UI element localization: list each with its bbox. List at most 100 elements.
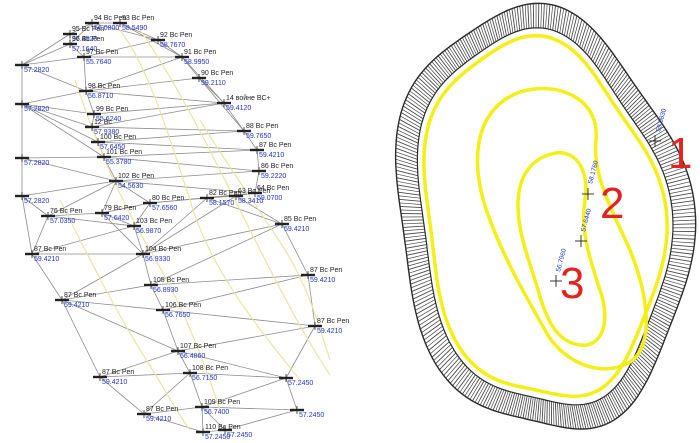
tin-edge (243, 130, 258, 151)
tin-edge (69, 43, 85, 58)
point-elevation-label: 57.2820 (24, 160, 49, 167)
tin-edge (97, 130, 245, 143)
hachure-line (522, 5, 525, 30)
callout-number: 1 (668, 129, 692, 178)
hachure-line (425, 67, 442, 86)
hachure-line (619, 381, 634, 403)
hachure-line (643, 333, 662, 348)
hachure-line (630, 102, 648, 118)
tin-edge (201, 406, 226, 431)
hachure-line (402, 222, 424, 225)
hachure-line (448, 46, 462, 67)
point-elevation-label: 57.2820 (24, 106, 49, 113)
tin-edge (83, 39, 159, 58)
hachure-line (453, 43, 466, 64)
hachure-line (485, 386, 496, 408)
survey-point: 63 Bc Pen 58.3410 (229, 188, 270, 205)
survey-point: 87 Bc Pen 59.4210 (25, 246, 66, 263)
hachure-line (417, 309, 438, 322)
hachure-line (627, 368, 644, 388)
point-elevation-label: 57.2450 (288, 380, 313, 387)
hachure-line (596, 45, 608, 67)
survey-point: 94 Bc Pen 56.0800 (85, 15, 126, 32)
point-name-label: 92 Bc Pen (160, 32, 192, 39)
tin-edge (143, 406, 203, 415)
hachure-line (638, 115, 657, 130)
hachure-line (395, 151, 418, 160)
tin-edge (21, 195, 33, 255)
hachure-line (401, 219, 424, 221)
hachure-line (590, 37, 601, 60)
hachure-line (651, 312, 672, 324)
hachure-line (579, 404, 587, 430)
point-elevation-label: 59.2220 (261, 173, 286, 180)
hachure-line (414, 82, 433, 99)
tin-edge (149, 197, 208, 204)
hachure-line (599, 398, 611, 423)
hachure-line (626, 94, 643, 111)
point-name-label: 109 Bc Pen (204, 399, 240, 406)
hachure-line (587, 32, 597, 56)
tin-edge (21, 103, 93, 128)
survey-point: 86 Bc Pen 59.2220 (252, 163, 293, 180)
callout-number: 2 (600, 179, 624, 228)
point-name-label: 12 Bc (94, 119, 112, 126)
hachure-line (633, 356, 651, 374)
hachure-line (398, 122, 420, 135)
hachure-line (409, 269, 431, 278)
hachure-line (641, 120, 661, 134)
tin-edge (189, 372, 203, 408)
tin-edge (142, 195, 237, 255)
hachure-line (563, 11, 570, 36)
hachure-line (607, 393, 620, 417)
point-elevation-label: 59.4120 (226, 105, 251, 112)
hachure-line (559, 8, 565, 34)
hachure-line (437, 349, 455, 367)
hachure-line (631, 361, 648, 380)
contour-line (139, 29, 331, 376)
survey-point: 87 Bc Pen 59.4210 (93, 369, 134, 386)
hachure-line (433, 344, 452, 361)
tin-edge (47, 212, 103, 217)
tin-edge (224, 409, 298, 431)
point-elevation-label: 57.6420 (104, 215, 129, 222)
point-name-label: 87 Bc Pen (34, 246, 66, 253)
hachure-line (441, 355, 458, 373)
tin-edge (85, 56, 183, 92)
point-name-label: 87 Bc Pen (310, 267, 342, 274)
tin-edge (61, 299, 101, 378)
survey-point: 14 войне BC+ 59.4120 (217, 94, 271, 112)
hachure-line (532, 397, 536, 421)
hachure-line (407, 253, 428, 260)
hachure-line (396, 173, 419, 180)
tin-edge (181, 56, 225, 104)
hachure-line (406, 96, 427, 111)
hachure-line (664, 276, 687, 283)
hachure-line (649, 317, 669, 330)
hachure-line (616, 385, 630, 408)
hachure-line (614, 387, 628, 410)
hachure-line (552, 5, 556, 31)
point-name-label: 104 Bc Pen (145, 246, 181, 253)
survey-point: 82 Bc Pen 58.1570 (200, 190, 241, 207)
survey-point: 57.2820 (15, 192, 49, 205)
point-elevation-label: 56.4860 (180, 353, 205, 360)
hachure-line (396, 140, 418, 151)
hachure-line (591, 402, 602, 427)
tin-edge (285, 377, 298, 411)
hachure-line (618, 82, 634, 100)
hachure-line (410, 279, 432, 289)
tin-edge (157, 39, 183, 58)
hachure-line (400, 209, 423, 212)
tin-edge (61, 299, 179, 352)
hachure-line (406, 250, 428, 256)
survey-point: 93 Bc Pen 58.5490 (113, 15, 154, 32)
hachure-line (487, 387, 498, 409)
point-elevation-label: 58.3410 (238, 198, 263, 205)
hachure-line (423, 69, 441, 88)
hachure-line (557, 402, 560, 427)
hachure-line (442, 51, 457, 71)
hachure-line (426, 332, 446, 348)
hachure-line (632, 359, 650, 377)
